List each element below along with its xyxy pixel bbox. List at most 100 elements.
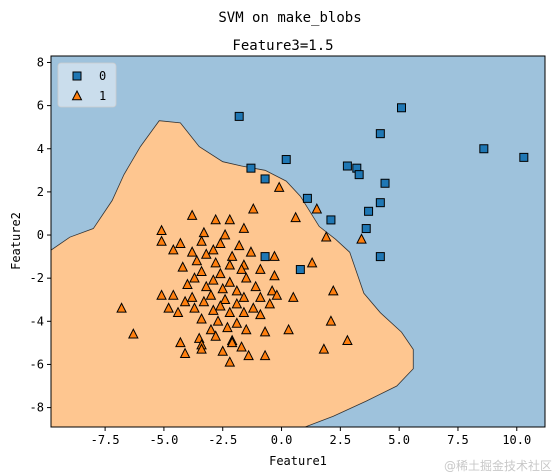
data-point-class-1 [189, 272, 200, 283]
data-point-class-1 [255, 263, 266, 274]
data-point-class-1 [172, 306, 184, 317]
data-point-class-1 [287, 291, 299, 302]
data-point-class-1 [224, 356, 236, 367]
data-point-class-1 [168, 244, 179, 255]
data-point-class-1 [269, 250, 280, 261]
data-point-class-0 [361, 224, 371, 234]
data-point-class-1 [259, 325, 271, 337]
data-point-class-1 [177, 261, 189, 272]
data-point-class-1 [179, 347, 191, 358]
data-point-class-1 [156, 224, 167, 236]
data-point-class-1 [219, 228, 231, 240]
y-axis-ticks: -8 -6 -4 -2 0 2 4 6 8 [30, 55, 51, 415]
data-point-class-1 [217, 345, 229, 356]
data-point-class-1 [283, 323, 294, 335]
data-point-class-1 [205, 289, 217, 300]
data-point-class-1 [226, 336, 238, 348]
data-point-class-0 [380, 178, 390, 188]
data-point-class-1 [224, 276, 236, 287]
x-tick-label: -7.5 [91, 433, 120, 447]
data-point-class-1 [168, 289, 179, 300]
legend-marker-0 [72, 71, 82, 81]
data-point-class-1 [207, 304, 219, 315]
y-tick-label: 6 [37, 99, 44, 113]
data-point-class-1 [215, 237, 226, 248]
data-point-class-1 [236, 341, 247, 352]
legend: 01 [57, 62, 117, 108]
data-point-class-1 [163, 302, 174, 313]
data-point-class-1 [318, 343, 330, 354]
data-point-class-1 [269, 269, 280, 281]
data-point-class-1 [240, 272, 252, 283]
data-point-class-0 [234, 111, 244, 121]
data-point-class-0 [326, 215, 336, 225]
x-tick-label: 5.0 [388, 433, 410, 447]
data-point-class-1 [210, 256, 221, 268]
chart-title: Feature3=1.5 [232, 38, 333, 54]
data-point-class-1 [271, 289, 283, 300]
data-point-class-1 [238, 291, 250, 302]
x-tick-label: -5.0 [149, 433, 178, 447]
data-point-class-1 [219, 293, 231, 305]
data-point-class-1 [245, 246, 257, 257]
data-point-class-1 [356, 233, 367, 244]
x-axis-ticks: -7.5 -5.0 -2.5 0.0 2.5 5.0 7.5 10.0 [91, 427, 531, 447]
y-tick-label: 2 [37, 185, 44, 199]
data-point-class-1 [128, 328, 139, 339]
y-tick-label: 8 [37, 55, 44, 69]
y-tick-label: 4 [37, 142, 44, 156]
data-point-class-1 [231, 317, 243, 328]
data-point-class-0 [354, 170, 364, 180]
data-point-class-1 [240, 323, 252, 335]
x-tick-label: 7.5 [447, 433, 469, 447]
y-tick-label: -4 [30, 314, 44, 328]
data-point-class-1 [207, 244, 219, 255]
data-point-class-1 [247, 203, 259, 214]
data-point-class-1 [255, 308, 266, 320]
data-point-class-1 [217, 282, 229, 294]
data-point-class-0 [246, 163, 256, 173]
data-point-class-1 [222, 321, 233, 333]
data-point-class-1 [264, 297, 276, 309]
data-point-class-1 [156, 235, 167, 246]
data-point-class-1 [212, 315, 224, 326]
data-point-class-1 [175, 237, 186, 248]
data-point-class-1 [116, 302, 127, 313]
data-point-class-1 [224, 213, 236, 225]
data-point-class-1 [196, 265, 207, 276]
data-point-class-1 [189, 302, 200, 313]
data-point-class-1 [186, 246, 198, 257]
data-point-class-1 [224, 306, 236, 317]
data-point-class-1 [198, 226, 210, 238]
watermark: @稀土掘金技术社区 [444, 458, 552, 473]
data-point-class-1 [231, 297, 243, 309]
data-point-class-0 [479, 144, 489, 154]
data-point-class-1 [238, 306, 250, 317]
x-tick-label: 0.0 [271, 433, 293, 447]
data-point-class-0 [260, 174, 270, 184]
data-point-class-0 [364, 206, 374, 216]
y-tick-label: -6 [30, 357, 44, 371]
y-tick-label: -2 [30, 271, 44, 285]
data-point-class-1 [233, 239, 245, 251]
data-point-class-1 [205, 323, 217, 335]
data-point-class-1 [306, 256, 318, 268]
data-point-class-1 [273, 181, 285, 192]
legend-box [57, 62, 117, 108]
data-point-class-1 [175, 336, 186, 348]
data-point-class-1 [210, 330, 221, 341]
data-point-class-0 [260, 252, 270, 262]
data-point-class-1 [342, 334, 353, 346]
data-point-class-1 [236, 263, 247, 274]
x-tick-label: -2.5 [208, 433, 237, 447]
data-point-class-1 [200, 280, 212, 292]
data-point-class-1 [325, 315, 337, 326]
y-tick-label: 0 [37, 228, 44, 242]
chart-suptitle: SVM on make_blobs [218, 10, 361, 26]
data-point-class-1 [243, 349, 254, 361]
legend-label: 1 [99, 89, 106, 103]
data-point-class-1 [210, 213, 221, 225]
data-point-class-1 [250, 280, 261, 292]
legend-label: 0 [99, 69, 106, 83]
